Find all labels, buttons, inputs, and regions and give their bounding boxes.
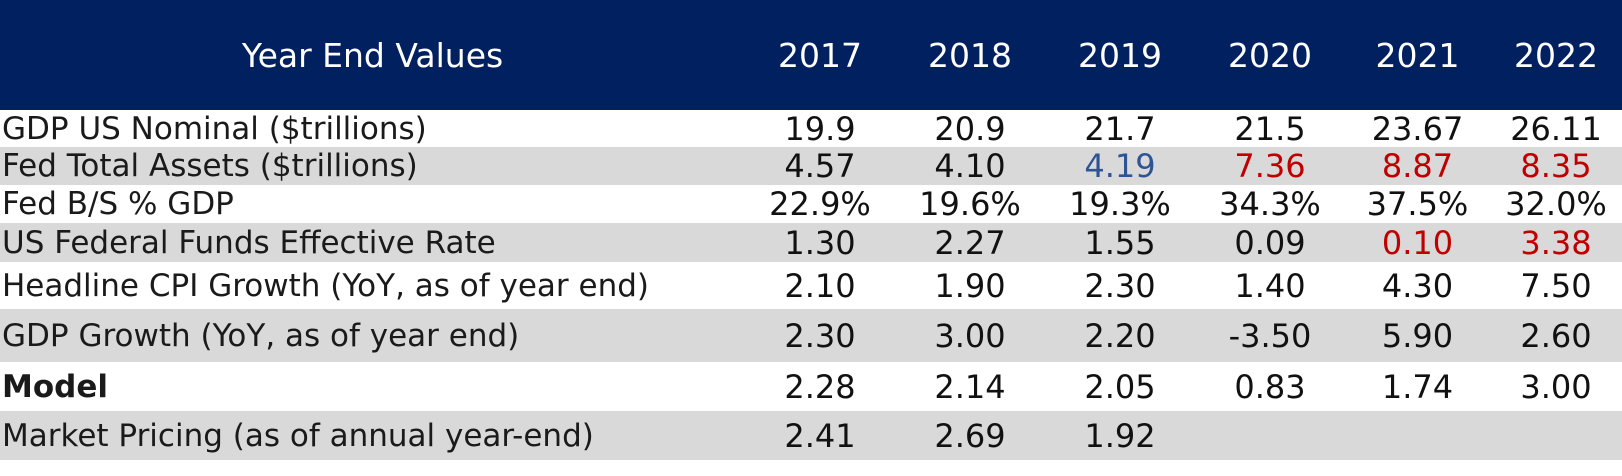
value-cell: 22.9%	[769, 185, 871, 223]
value-cell	[1490, 411, 1622, 460]
year-header: 2021	[1375, 35, 1460, 75]
value-cell: 0.83	[1234, 367, 1306, 406]
year-header: 2020	[1228, 35, 1312, 75]
value-cell: 1.74	[1381, 367, 1454, 406]
value-cell: 7.36	[1234, 147, 1306, 185]
value-cell: 34.3%	[1219, 185, 1321, 223]
value-cell: 1.55	[1084, 223, 1156, 262]
table-row: Fed Total Assets ($trillions) 4.57 4.10 4.1…	[0, 147, 1622, 185]
year-header: 2022	[1514, 35, 1598, 75]
row-label: GDP US Nominal ($trillions)	[2, 110, 427, 147]
table-row: Headline CPI Growth (YoY, as of year end…	[0, 262, 1622, 309]
value-cell: 21.5	[1234, 109, 1306, 148]
value-cell: 20.9	[934, 109, 1006, 148]
table-row: Model 2.28 2.14 2.05 0.83 1.74 3.00	[0, 362, 1622, 411]
year-header: 2018	[928, 35, 1012, 75]
value-cell: 2.10	[784, 266, 856, 305]
value-cell: 2.27	[934, 223, 1006, 262]
row-label: US Federal Funds Effective Rate	[2, 224, 496, 261]
value-cell: 32.0%	[1505, 185, 1607, 223]
value-cell: 1.30	[784, 223, 856, 262]
value-cell: 2.28	[784, 367, 856, 406]
value-cell	[1345, 411, 1490, 460]
row-label: Market Pricing (as of annual year-end)	[2, 417, 594, 454]
value-cell: 2.69	[934, 416, 1006, 455]
value-cell: -3.50	[1228, 316, 1312, 355]
value-cell: 7.50	[1520, 266, 1592, 305]
value-cell: 4.57	[784, 147, 856, 185]
value-cell: 1.90	[934, 266, 1006, 305]
year-header: 2019	[1078, 35, 1162, 75]
value-cell: 8.35	[1520, 147, 1592, 185]
value-cell: 2.20	[1084, 316, 1156, 355]
row-label: Fed B/S % GDP	[2, 186, 234, 222]
table-row: US Federal Funds Effective Rate 1.30 2.27 1…	[0, 223, 1622, 262]
value-cell: 1.40	[1234, 266, 1306, 305]
value-cell: 5.90	[1381, 316, 1454, 355]
value-cell: 1.92	[1084, 416, 1156, 455]
year-header: 2017	[778, 35, 862, 75]
table-row: GDP Growth (YoY, as of year end) 2.30 3.00…	[0, 309, 1622, 362]
table-header: Year End Values 2017 2018 2019 2020 2021…	[0, 0, 1622, 110]
table-row: GDP US Nominal ($trillions) 19.9 20.9 21.7 2…	[0, 109, 1622, 148]
table-row: Market Pricing (as of annual year-end) 2.…	[0, 411, 1622, 460]
value-cell: 4.30	[1381, 266, 1454, 305]
row-label: Fed Total Assets ($trillions)	[2, 148, 418, 184]
value-cell: 19.3%	[1069, 185, 1171, 223]
value-cell: 19.6%	[919, 185, 1021, 223]
row-label: Model	[2, 368, 108, 405]
value-cell	[1195, 411, 1345, 460]
value-cell: 8.87	[1381, 147, 1454, 185]
value-cell: 0.10	[1381, 223, 1454, 262]
value-cell: 37.5%	[1366, 185, 1469, 223]
row-label: Headline CPI Growth (YoY, as of year end…	[2, 267, 650, 304]
value-cell: 2.14	[934, 367, 1006, 406]
value-cell: 4.19	[1084, 147, 1156, 185]
value-cell: 3.00	[1520, 367, 1592, 406]
value-cell: 0.09	[1234, 223, 1306, 262]
header-label: Year End Values	[241, 35, 504, 75]
value-cell: 2.05	[1084, 367, 1156, 406]
value-cell: 21.7	[1084, 109, 1156, 148]
value-cell: 3.38	[1520, 223, 1592, 262]
value-cell: 3.00	[934, 316, 1006, 355]
value-cell: 2.30	[1084, 266, 1156, 305]
value-cell: 2.60	[1520, 316, 1592, 355]
table-row: Fed B/S % GDP 22.9% 19.6% 19.3% 34.3% 37.5% 32…	[0, 185, 1622, 223]
value-cell: 2.30	[784, 316, 856, 355]
value-cell: 23.67	[1371, 109, 1464, 148]
value-cell: 2.41	[784, 416, 856, 455]
value-cell: 19.9	[784, 109, 856, 148]
value-cell: 26.11	[1510, 109, 1602, 148]
row-label: GDP Growth (YoY, as of year end)	[2, 317, 520, 354]
value-cell: 4.10	[934, 147, 1006, 185]
